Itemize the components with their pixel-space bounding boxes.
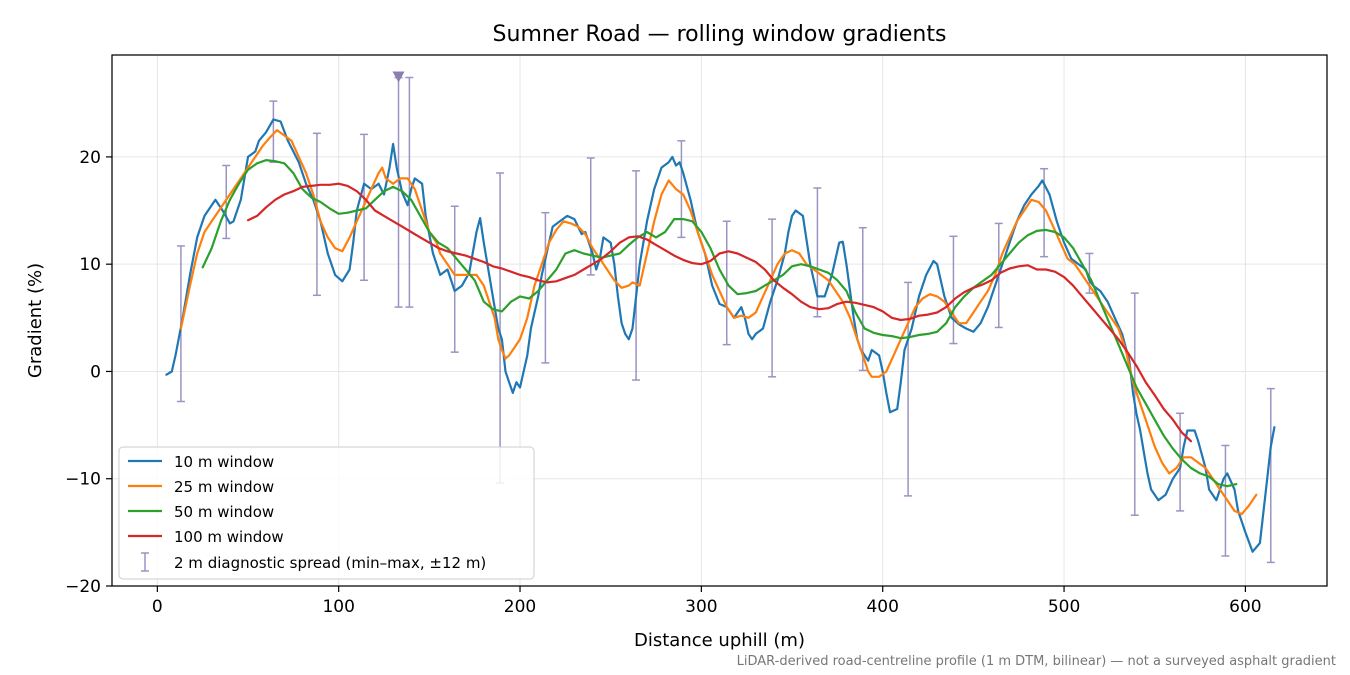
y-tick-label: −10 bbox=[65, 470, 101, 490]
errorbar bbox=[949, 235, 958, 345]
legend: 10 m window 25 m window 50 m window 100 … bbox=[118, 446, 535, 580]
x-tick-label: 500 bbox=[1048, 597, 1080, 617]
y-axis-label: Gradient (%) bbox=[25, 263, 46, 378]
errorbar bbox=[632, 170, 641, 381]
x-tick-label: 200 bbox=[504, 597, 536, 617]
errorbar bbox=[904, 281, 913, 497]
y-tick-label: 0 bbox=[90, 362, 101, 382]
legend-label-25m: 25 m window bbox=[174, 478, 274, 496]
errorbar bbox=[1221, 444, 1230, 557]
plot-frame bbox=[111, 54, 1328, 587]
errorbar bbox=[1266, 387, 1275, 564]
chart-title: Sumner Road — rolling window gradients bbox=[493, 22, 947, 47]
legend-label-50m: 50 m window bbox=[174, 503, 274, 521]
errorbar bbox=[677, 140, 686, 239]
legend-box bbox=[118, 446, 535, 580]
series-line-100m bbox=[246, 182, 1193, 443]
x-tick-label: 300 bbox=[685, 597, 717, 617]
grid bbox=[112, 55, 1327, 587]
series-line-25m bbox=[179, 129, 1258, 516]
x-tick-label: 400 bbox=[866, 597, 898, 617]
x-tick-label: 600 bbox=[1229, 597, 1261, 617]
y-tick-label: −20 bbox=[65, 577, 101, 597]
errorbar bbox=[858, 226, 867, 372]
errorbar bbox=[222, 164, 231, 240]
errorbar bbox=[450, 205, 459, 353]
x-axis-label: Distance uphill (m) bbox=[634, 630, 805, 651]
x-tick-label: 0 bbox=[152, 597, 163, 617]
footnote: LiDAR-derived road-centreline profile (1… bbox=[737, 654, 1336, 669]
y-tick-label: 20 bbox=[79, 148, 101, 168]
marker-layer bbox=[392, 71, 405, 83]
errorbar bbox=[541, 211, 550, 364]
peak-marker bbox=[392, 71, 405, 83]
x-tick-label: 100 bbox=[322, 597, 354, 617]
errorbar bbox=[312, 132, 321, 297]
legend-swatch-errorbar bbox=[141, 552, 149, 572]
y-tick-label: 10 bbox=[79, 255, 101, 275]
series-line-50m bbox=[201, 159, 1238, 488]
legend-label-100m: 100 m window bbox=[174, 528, 284, 546]
tick-layer: 0 100 200 300 400 500 600 −20 −10 0 10 20 bbox=[65, 148, 1262, 617]
legend-label-10m: 10 m window bbox=[174, 453, 274, 471]
series-layer bbox=[165, 118, 1276, 553]
legend-label-errorbar: 2 m diagnostic spread (min–max, ±12 m) bbox=[174, 554, 486, 572]
